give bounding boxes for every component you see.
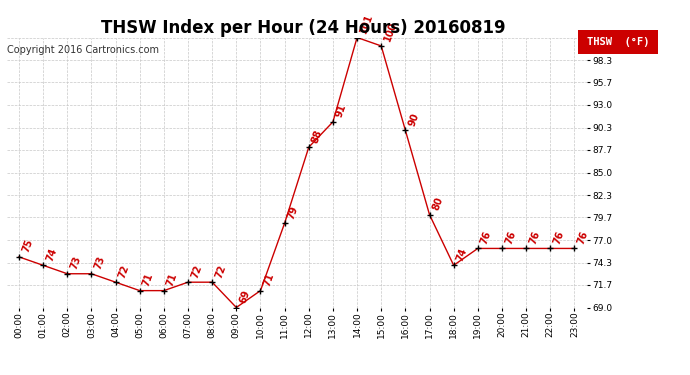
Text: 74: 74: [45, 246, 59, 262]
Text: 74: 74: [455, 246, 469, 262]
Text: 71: 71: [166, 272, 179, 288]
Text: 91: 91: [335, 103, 348, 119]
Text: 75: 75: [21, 238, 34, 254]
Text: 76: 76: [576, 230, 590, 246]
Text: Copyright 2016 Cartronics.com: Copyright 2016 Cartronics.com: [7, 45, 159, 55]
Text: 100: 100: [383, 21, 399, 43]
Text: 69: 69: [238, 289, 252, 305]
Text: 88: 88: [310, 128, 324, 144]
Text: 76: 76: [480, 230, 493, 246]
Text: 76: 76: [552, 230, 566, 246]
Text: 71: 71: [262, 272, 276, 288]
Text: 79: 79: [286, 204, 300, 220]
Text: THSW Index per Hour (24 Hours) 20160819: THSW Index per Hour (24 Hours) 20160819: [101, 19, 506, 37]
Text: 72: 72: [190, 263, 204, 279]
Text: 73: 73: [93, 255, 107, 271]
Text: 73: 73: [69, 255, 83, 271]
Text: 80: 80: [431, 196, 445, 212]
Text: THSW  (°F): THSW (°F): [586, 37, 649, 47]
Text: 71: 71: [141, 272, 155, 288]
Text: 76: 76: [528, 230, 542, 246]
Text: 72: 72: [117, 263, 131, 279]
Text: 76: 76: [504, 230, 518, 246]
Text: 101: 101: [359, 12, 375, 35]
Text: 90: 90: [407, 111, 421, 128]
Text: 72: 72: [214, 263, 228, 279]
